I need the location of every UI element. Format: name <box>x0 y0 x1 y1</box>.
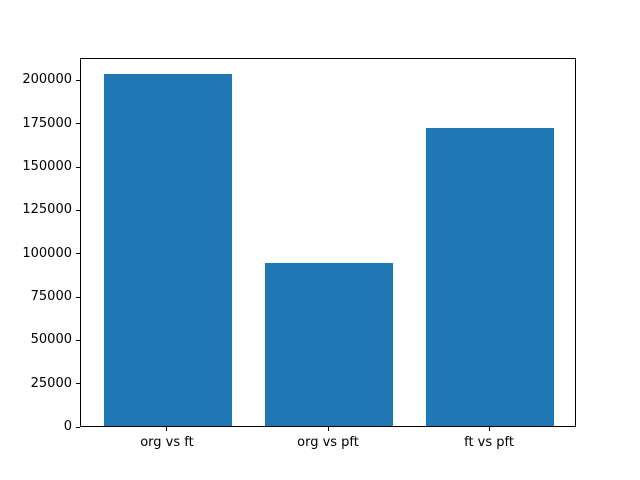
y-axis-tick-label: 25000 <box>30 375 72 391</box>
y-axis-tick-label: 150000 <box>22 159 72 175</box>
x-axis-tick-label: ft vs pft <box>464 435 514 450</box>
x-axis-tick-label: org vs pft <box>297 435 359 450</box>
y-axis-tick-label: 125000 <box>22 202 72 218</box>
y-tick-mark <box>76 209 80 211</box>
y-tick-mark <box>76 79 80 81</box>
y-tick-mark <box>76 166 80 168</box>
y-tick-mark <box>76 383 80 385</box>
y-tick-mark <box>76 339 80 341</box>
bar <box>425 127 555 426</box>
y-tick-mark <box>76 426 80 428</box>
y-axis-tick-label: 100000 <box>22 245 72 261</box>
y-axis-tick-label: 200000 <box>22 72 72 88</box>
plot-area <box>80 58 576 427</box>
bar <box>264 263 394 426</box>
x-tick-mark <box>488 427 490 431</box>
y-tick-mark <box>76 296 80 298</box>
x-tick-mark <box>166 427 168 431</box>
y-tick-mark <box>76 123 80 125</box>
y-axis-tick-label: 0 <box>63 419 72 434</box>
y-axis-tick-label: 50000 <box>30 332 72 348</box>
bar <box>103 74 233 426</box>
y-tick-mark <box>76 253 80 255</box>
x-axis-tick-label: org vs ft <box>140 435 194 450</box>
y-axis-tick-label: 175000 <box>22 115 72 131</box>
x-tick-mark <box>327 427 329 431</box>
y-axis-tick-label: 75000 <box>30 289 72 304</box>
